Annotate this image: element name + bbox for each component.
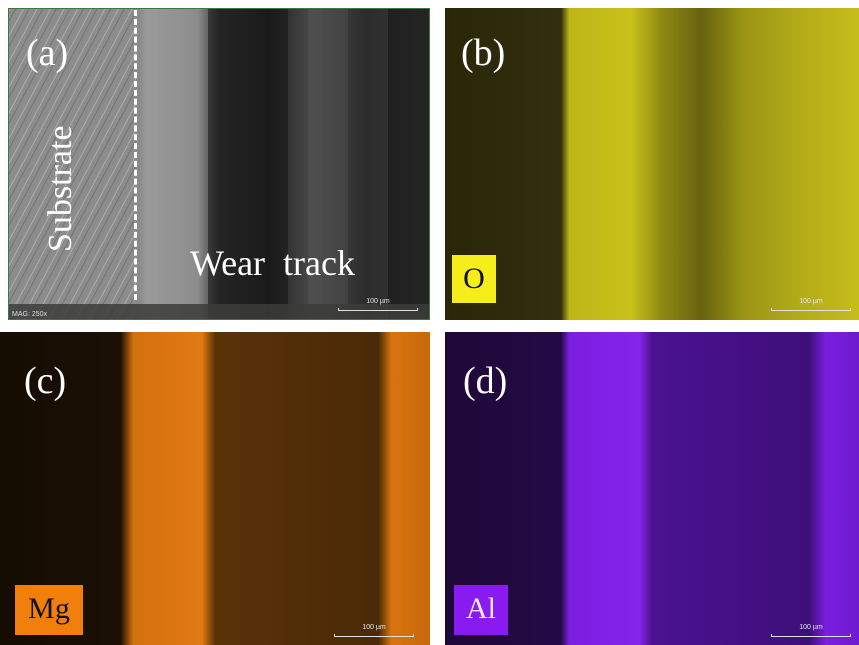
element-label-mg: Mg (15, 585, 83, 635)
panel-letter-a: (a) (26, 32, 69, 74)
panel-d-aluminium-map: (d) Al 100 µm (445, 332, 859, 645)
wear-track-label: Wear track (190, 243, 355, 283)
scale-bar-a: 100 µm (338, 298, 418, 312)
sem-info-bar: MAG: 250x (8, 304, 430, 320)
scale-bar-c: 100 µm (334, 624, 414, 638)
panel-a-sem-image: (a) Substrate Wear track MAG: 250x 100 µ… (8, 8, 430, 320)
scale-bar-label: 100 µm (799, 624, 823, 631)
aluminium-eds-map (445, 332, 859, 645)
scale-bar-line (338, 308, 418, 311)
scale-bar-label: 100 µm (366, 298, 390, 305)
scale-bar-line (334, 634, 414, 637)
oxygen-eds-map (445, 8, 859, 320)
panel-letter-d: (d) (463, 360, 508, 402)
panel-c-magnesium-map: (c) Mg 100 µm (0, 332, 430, 645)
substrate-label: Substrate (42, 125, 79, 252)
panel-b-oxygen-map: (b) O 100 µm (445, 8, 859, 320)
scale-bar-label: 100 µm (799, 298, 823, 305)
panel-letter-b: (b) (461, 32, 506, 74)
scale-bar-d: 100 µm (771, 624, 851, 638)
scale-bar-line (771, 634, 851, 637)
magnification-text: MAG: 250x (12, 311, 48, 318)
panel-letter-c: (c) (24, 360, 67, 402)
scale-bar-b: 100 µm (771, 298, 851, 312)
element-label-al: Al (454, 585, 508, 635)
sem-micrograph (8, 8, 430, 320)
scale-bar-line (771, 308, 851, 311)
boundary-dashed-line (134, 10, 137, 300)
scale-bar-label: 100 µm (362, 624, 386, 631)
element-label-o: O (452, 255, 496, 303)
